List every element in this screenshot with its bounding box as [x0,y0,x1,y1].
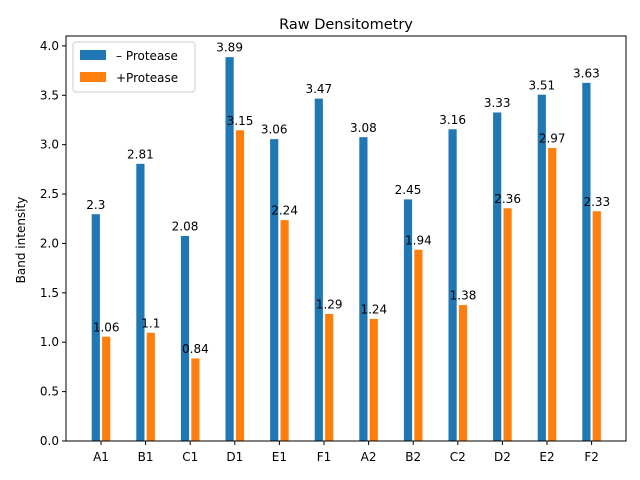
bar-f2-series-1 [581,82,592,442]
x-tick-label-a2: A2 [361,450,377,464]
x-axis: A1 B1 C1 D1 E1 F1 A2 B2 C2 D2 E2 F2 [93,441,599,464]
bar-value-label-b2-series-2: 1.94 [405,233,432,247]
x-tick-label-d1: D1 [226,450,243,464]
bar-value-label-a2-series-2: 1.24 [360,303,387,317]
y-tick-label: 4.0 [40,39,59,53]
x-tick-label-e2: E2 [539,450,554,464]
bar-value-label-e2-series-1: 3.51 [528,78,555,92]
x-tick-label-c1: C1 [182,450,198,464]
bar-value-label-d1-series-2: 3.15 [227,114,254,128]
x-tick-label-d2: D2 [494,450,511,464]
bar-value-label-d1-series-1: 3.89 [216,41,243,55]
plot-frame [65,35,627,442]
legend-swatch-protease-plus [80,72,106,82]
bar-value-label-c2-series-2: 1.38 [450,289,477,303]
bar-a2-series-1 [358,136,369,442]
chart-title: Raw Densitometry [279,17,413,33]
y-tick-label: 0.5 [40,385,59,399]
bar-value-label-c2-series-1: 3.16 [439,113,466,127]
bar-value-label-f2-series-1: 3.63 [573,66,600,80]
bar-value-label-b1-series-2: 1.1 [141,316,160,330]
bar-e2-series-1 [536,93,547,442]
bar-value-label-f2-series-2: 2.33 [583,195,610,209]
y-tick-label: 2.0 [40,236,59,250]
y-tick-label: 2.5 [40,187,59,201]
legend-label-protease-plus: +Protease [116,71,178,85]
bar-e1-series-1 [269,138,280,442]
x-tick-label-f1: F1 [317,450,332,464]
y-tick-label: 0.0 [40,434,59,448]
bar-value-label-f1-series-2: 1.29 [316,298,343,312]
x-tick-label-a1: A1 [93,450,109,464]
bar-c1-series-1 [180,235,190,442]
x-tick-label-c2: C2 [450,450,466,464]
bar-d1-series-2 [235,129,245,442]
bar-a1-series-2 [101,335,112,442]
bar-value-label-e1-series-1: 3.06 [261,123,288,137]
bar-b1-series-1 [135,163,146,442]
bar-value-label-a2-series-1: 3.08 [350,121,377,135]
bar-value-label-d2-series-1: 3.33 [484,96,511,110]
y-tick-label: 1.0 [40,335,59,349]
x-tick-label-b1: B1 [138,450,154,464]
bar-value-label-d2-series-2: 2.36 [494,192,521,206]
bar-b1-series-2 [145,331,156,442]
x-tick-label-f2: F2 [584,450,599,464]
x-tick-label-e1: E1 [272,450,287,464]
bar-value-label-b2-series-1: 2.45 [395,183,422,197]
bar-e2-series-2 [547,147,558,442]
bar-value-label-c1-series-1: 2.08 [172,220,199,234]
bar-f1-series-2 [324,313,335,442]
bar-value-label-e1-series-2: 2.24 [271,204,298,218]
bar-c1-series-2 [190,357,201,442]
bar-d2-series-1 [492,111,503,442]
bar-value-label-a1-series-1: 2.3 [86,198,105,212]
x-tick-label-b2: B2 [405,450,421,464]
bar-c2-series-1 [447,128,458,442]
bar-f1-series-1 [313,97,324,442]
bar-b2-series-2 [413,248,424,442]
y-axis-label: Band intensity [14,197,28,284]
bar-e1-series-2 [279,219,290,442]
bar-c2-series-2 [458,304,468,442]
bar-a2-series-2 [368,318,379,442]
y-tick-label: 3.0 [40,138,59,152]
bar-d2-series-2 [502,207,513,442]
y-tick-label: 1.5 [40,286,59,300]
bar-value-label-a1-series-2: 1.06 [93,320,120,334]
y-tick-label: 3.5 [40,88,59,102]
bar-labels-layer: 2.3 1.06 2.81 1.1 2.08 0.84 3.89 3.15 3.06 2.24 3.… [86,41,610,356]
legend-swatch-protease-minus [80,50,106,60]
bar-value-label-f1-series-1: 3.47 [305,82,332,96]
bar-value-label-b1-series-1: 2.81 [127,147,154,161]
bar-value-label-c1-series-2: 0.84 [182,342,209,356]
legend: – Protease +Protease [72,41,196,93]
y-axis: 0.0 0.5 1.0 1.5 2.0 2.5 3.0 3.5 4.0 [40,39,66,448]
bar-f2-series-2 [591,210,602,442]
bar-value-label-e2-series-2: 2.97 [539,132,566,146]
legend-label-protease-minus: – Protease [116,49,178,63]
